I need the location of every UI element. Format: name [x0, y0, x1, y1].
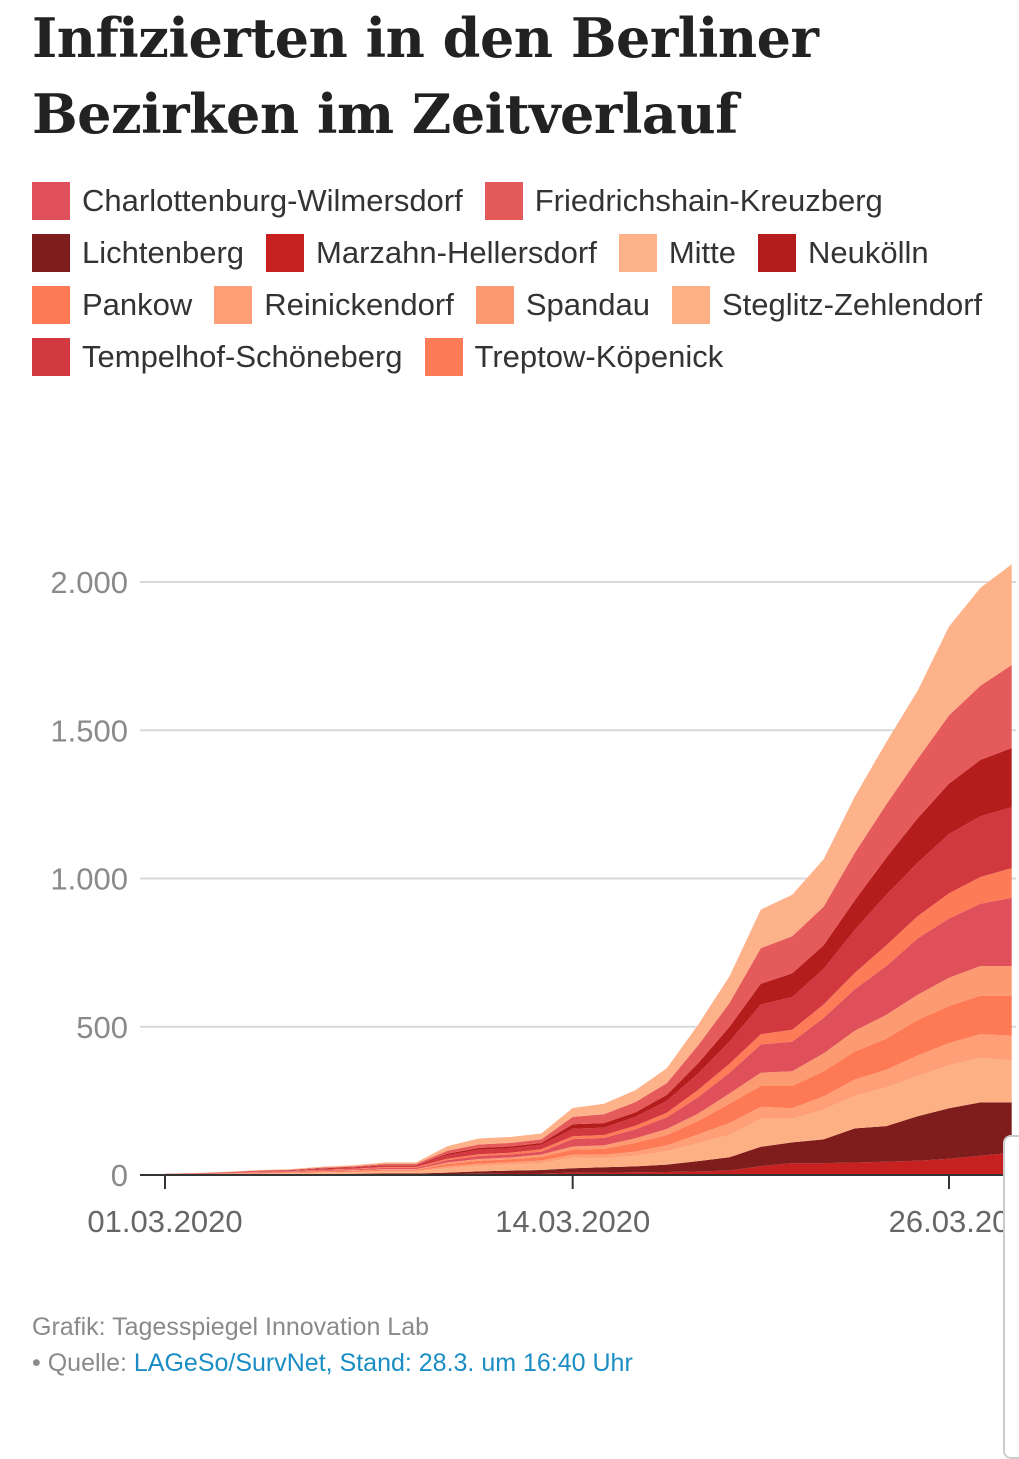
chart-title: Infizierten in den Berliner Bezirken im … — [32, 6, 819, 146]
legend-item[interactable]: Reinickendorf — [214, 286, 454, 324]
chart-footer: Grafik: Tagesspiegel Innovation Lab • Qu… — [32, 1309, 633, 1381]
credit-line: Grafik: Tagesspiegel Innovation Lab — [32, 1309, 633, 1345]
legend-label: Tempelhof-Schöneberg — [82, 339, 403, 374]
area-series-charlottenburg-wilmersdorf[interactable] — [165, 897, 1012, 1175]
legend: Charlottenburg-Wilmersdorf Friedrichshain… — [32, 182, 1007, 376]
y-tick-label: 2.000 — [50, 565, 128, 600]
x-tick-label: 14.03.2020 — [495, 1204, 650, 1239]
legend-swatch — [618, 234, 657, 272]
legend-label: Marzahn-Hellersdorf — [316, 235, 597, 270]
legend-swatch — [32, 338, 70, 376]
area-series-lichtenberg[interactable] — [165, 1102, 1012, 1175]
x-tick-label: 01.03.2020 — [87, 1204, 242, 1239]
legend-item[interactable]: Lichtenberg — [32, 234, 244, 272]
credit-text: Grafik: Tagesspiegel Innovation Lab — [32, 1313, 430, 1341]
legend-item[interactable]: Neukölln — [758, 234, 929, 272]
x-tick-label: 26.03.20 — [889, 1204, 1010, 1239]
source-line: • Quelle: LAGeSo/SurvNet, Stand: 28.3. u… — [32, 1345, 633, 1381]
legend-item[interactable]: Steglitz-Zehlendorf — [671, 286, 983, 324]
legend-item[interactable]: Pankow — [32, 286, 192, 324]
legend-swatch — [266, 234, 305, 272]
legend-label: Mitte — [668, 235, 737, 270]
stacked-area-chart: 0 500 1.000 1.500 2.000 01.03.2020 14.03.2020 2… — [50, 564, 1016, 1239]
y-tick-label: 0 — [111, 1158, 128, 1193]
legend-swatch — [475, 286, 514, 324]
legend-label: Charlottenburg-Wilmersdorf — [82, 183, 463, 218]
legend-item[interactable]: Charlottenburg-Wilmersdorf — [32, 182, 463, 220]
legend-swatch — [214, 286, 253, 324]
legend-swatch — [32, 234, 70, 272]
source-label: Quelle: — [47, 1349, 127, 1377]
legend-swatch — [671, 286, 710, 324]
legend-label: Steglitz-Zehlendorf — [721, 287, 983, 322]
legend-item[interactable]: Marzahn-Hellersdorf — [266, 234, 597, 272]
source-link[interactable]: LAGeSo/SurvNet, Stand: 28.3. um 16:40 Uh… — [133, 1349, 633, 1377]
legend-swatch — [32, 182, 70, 220]
legend-label: Neukölln — [808, 235, 929, 270]
legend-label: Reinickendorf — [264, 287, 454, 322]
legend-swatch — [32, 286, 70, 324]
legend-label: Friedrichshain-Kreuzberg — [534, 183, 883, 218]
legend-item[interactable]: Tempelhof-Schöneberg — [32, 338, 403, 376]
legend-label: Lichtenberg — [82, 235, 245, 270]
area-series-mitte[interactable] — [165, 564, 1012, 1174]
legend-swatch — [758, 234, 797, 272]
legend-item[interactable]: Mitte — [618, 234, 737, 272]
legend-item[interactable]: Friedrichshain-Kreuzberg — [484, 182, 883, 220]
legend-swatch — [484, 182, 523, 220]
legend-item[interactable]: Treptow-Köpenick — [424, 338, 724, 376]
y-tick-label: 500 — [76, 1010, 128, 1045]
bullet: • — [32, 1349, 41, 1377]
legend-label: Pankow — [82, 287, 193, 322]
area-series-steglitz-zehlendorf[interactable] — [165, 1057, 1012, 1175]
tooltip-panel-edge — [1003, 1135, 1019, 1459]
legend-item[interactable]: Spandau — [475, 286, 650, 324]
y-tick-label: 1.000 — [50, 862, 128, 897]
legend-label: Treptow-Köpenick — [474, 339, 724, 374]
y-tick-label: 1.500 — [50, 713, 128, 748]
legend-label: Spandau — [525, 287, 650, 322]
area-series-pankow[interactable] — [165, 995, 1012, 1175]
legend-swatch — [424, 338, 463, 376]
area-series-marzahn-hellersdorf[interactable] — [165, 1152, 1012, 1175]
